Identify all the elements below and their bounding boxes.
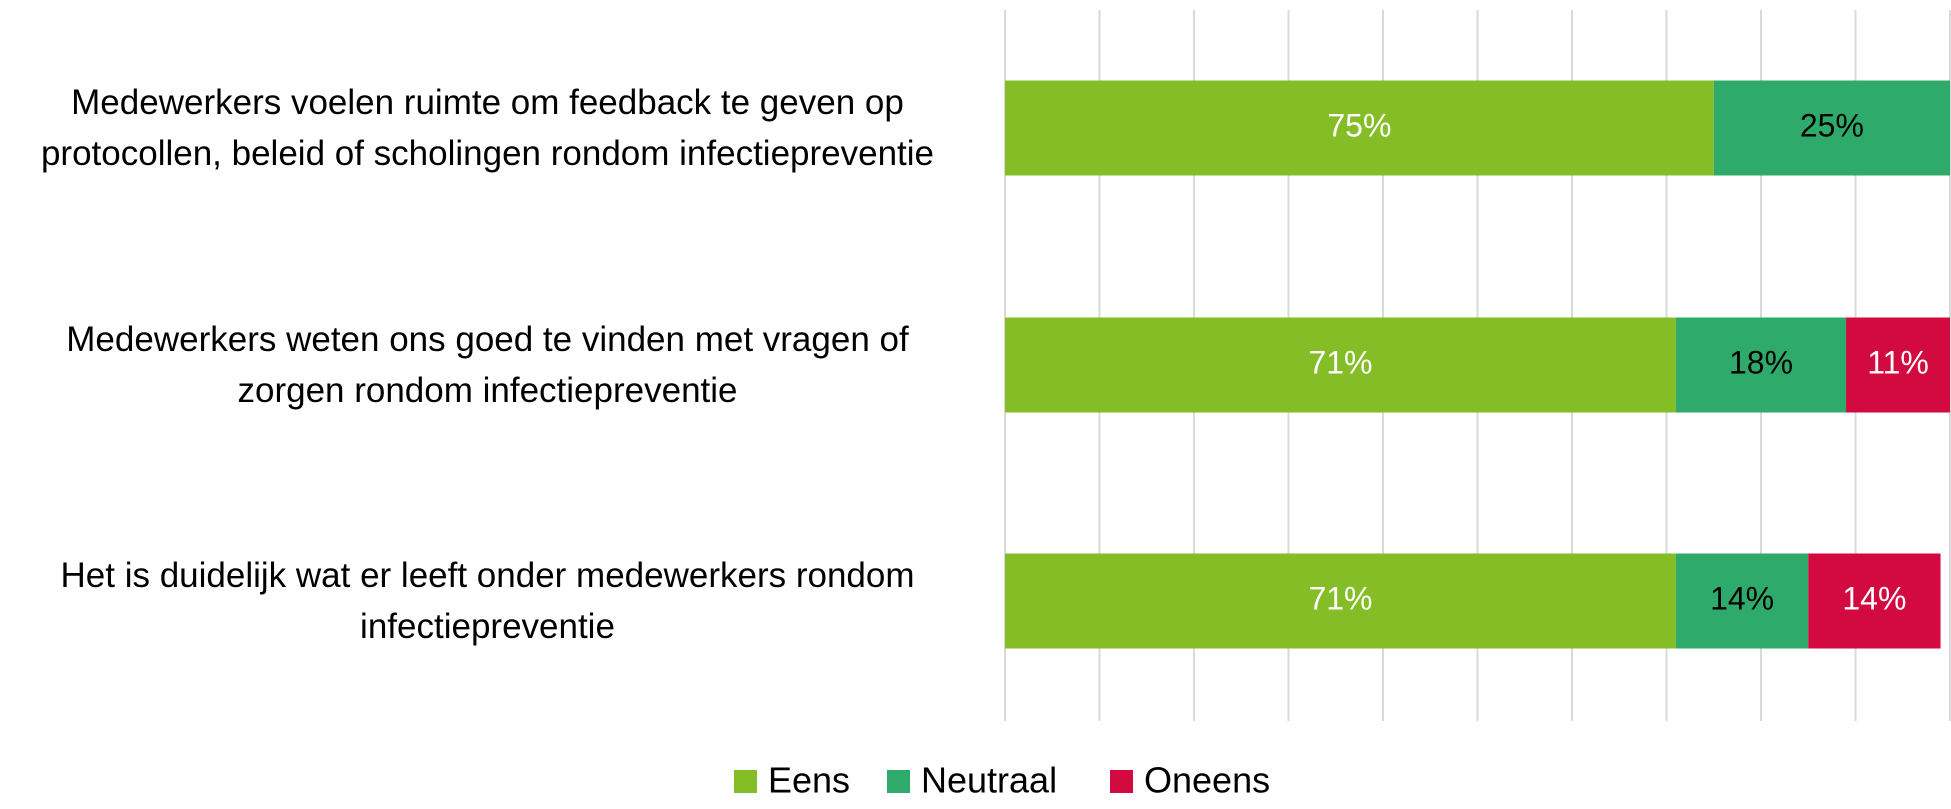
data-label: 71% [1308,344,1372,380]
bar-segment [1675,553,1809,649]
legend-swatch [1110,770,1133,793]
bar-segment [1846,317,1950,413]
legend-label: Oneens [1144,760,1270,801]
data-label: 11% [1867,344,1929,380]
legend-label: Neutraal [921,760,1057,801]
legend-swatch [887,770,910,793]
bar-segment [1713,80,1950,176]
data-label: 14% [1710,580,1774,616]
bar-segment [1005,317,1676,413]
data-label: 18% [1729,344,1793,380]
data-label: 71% [1308,580,1372,616]
legend-swatch [734,770,757,793]
legend-label: Eens [768,760,850,801]
data-label: 25% [1800,107,1864,143]
category-label: Het is duidelijk wat er leeft onder mede… [60,556,915,646]
data-label: 75% [1327,107,1391,143]
category-label: Medewerkers weten ons goed te vinden met… [66,320,909,410]
data-label: 14% [1842,580,1906,616]
bar-segment [1808,553,1941,649]
category-label: Medewerkers voelen ruimte om feedback te… [40,83,935,173]
bar-segment [1675,317,1847,413]
bar-segment [1005,553,1676,649]
bar-segment [1005,80,1714,176]
